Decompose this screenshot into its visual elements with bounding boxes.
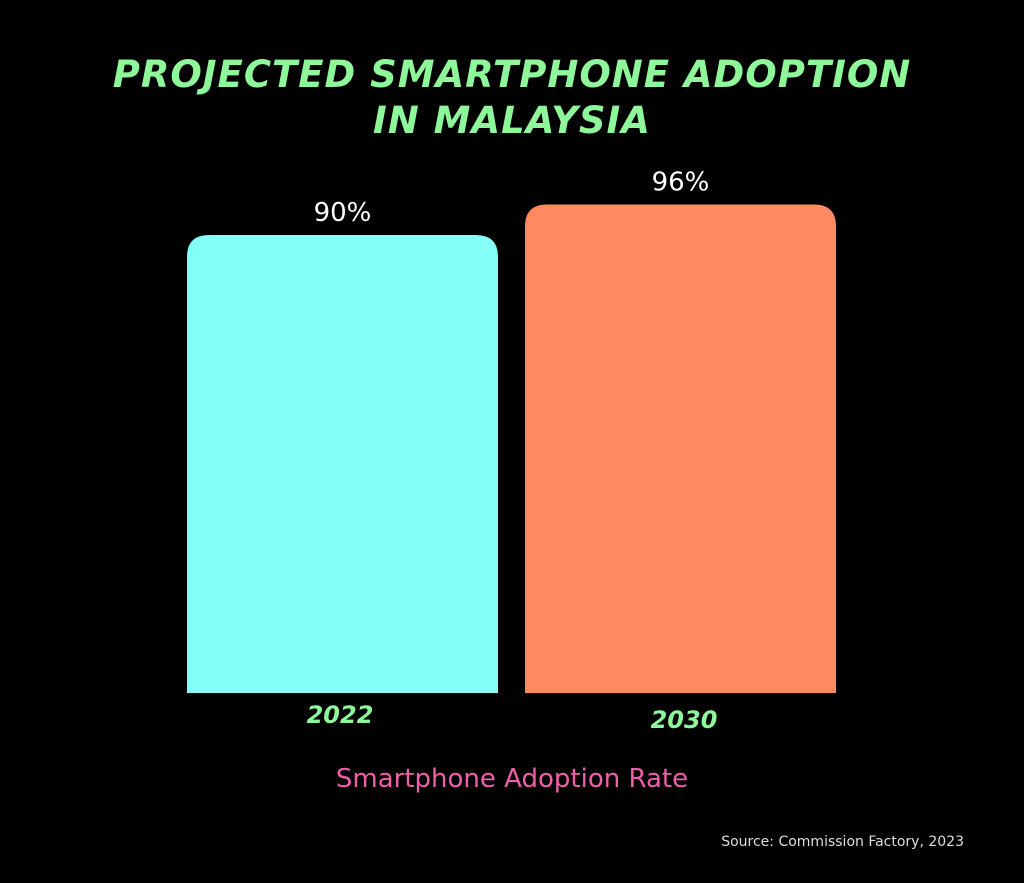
data-label-2030: 96%	[652, 167, 710, 197]
bar-2030	[525, 204, 836, 693]
data-label-2022: 90%	[314, 198, 372, 228]
chart-title: PROJECTED SMARTPHONE ADOPTION IN MALAYSI…	[0, 52, 1024, 144]
source-note: Source: Commission Factory, 2023	[721, 834, 964, 850]
chart-title-line-2: IN MALAYSIA	[373, 99, 651, 142]
category-label-2022: 2022	[307, 701, 374, 729]
chart-title-line-1: PROJECTED SMARTPHONE ADOPTION	[112, 53, 912, 96]
x-axis-label: Smartphone Adoption Rate	[335, 764, 689, 794]
category-label-2030: 2030	[651, 706, 718, 734]
bar-2022	[187, 235, 498, 693]
